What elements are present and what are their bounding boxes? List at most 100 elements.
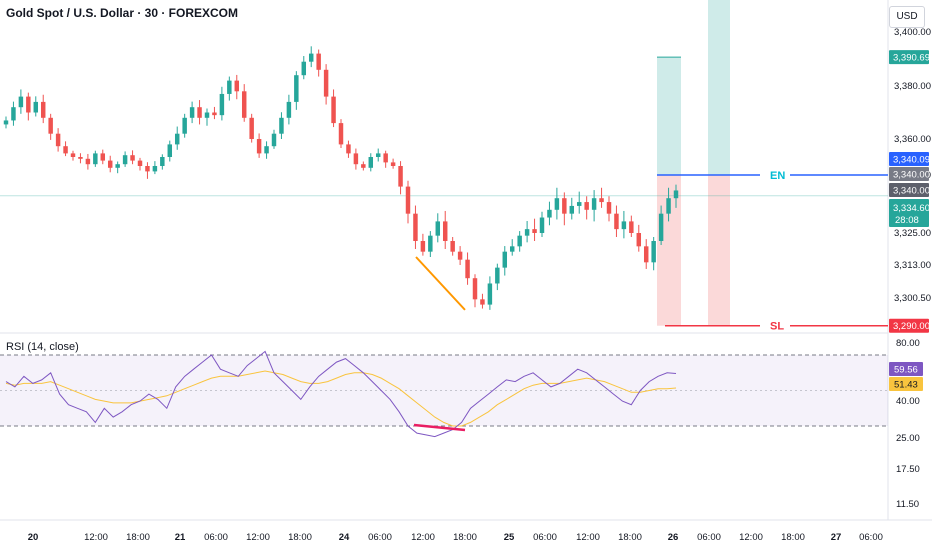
- candle: [621, 221, 627, 230]
- entry-price-badge-bg: [889, 167, 929, 181]
- candle: [361, 164, 366, 168]
- candle: [316, 53, 321, 70]
- candle: [562, 198, 567, 214]
- candle: [591, 198, 597, 210]
- candle: [539, 217, 545, 233]
- candle: [480, 299, 485, 305]
- time-tick-label: 06:00: [697, 532, 721, 543]
- rsi-tick-label: 11.50: [896, 499, 919, 510]
- currency-selector[interactable]: USD: [889, 6, 925, 28]
- candle: [465, 259, 470, 279]
- entry-price-badge-bg: [889, 152, 929, 166]
- candle: [167, 144, 173, 157]
- rsi-ma-badge: 51.43: [894, 380, 918, 391]
- candle: [78, 157, 83, 159]
- time-tick-label: 12:00: [576, 532, 600, 543]
- time-tick-label: 06:00: [859, 532, 883, 543]
- candle: [569, 205, 575, 214]
- candle: [63, 146, 68, 154]
- candle: [323, 69, 329, 97]
- time-tick-label: 27: [831, 532, 842, 543]
- rsi-ma-line: [5, 370, 677, 427]
- candle: [234, 80, 240, 92]
- trend-line: [415, 256, 466, 311]
- candle: [390, 162, 396, 166]
- candle: [152, 166, 158, 172]
- candle: [532, 229, 537, 233]
- candle: [182, 117, 187, 134]
- symbol-title[interactable]: Gold Spot / U.S. Dollar · 30 · FOREXCOM: [6, 6, 239, 20]
- candle: [3, 120, 9, 125]
- time-tick-label: 21: [175, 532, 186, 543]
- candle: [636, 233, 642, 247]
- candle: [174, 133, 180, 145]
- candle: [629, 221, 634, 233]
- rsi-tick-label: 17.50: [896, 464, 920, 475]
- candle: [130, 155, 135, 161]
- candle: [212, 112, 217, 116]
- price-tick-label: 3,400.00: [894, 27, 931, 38]
- rsi-divergence-line: [413, 423, 466, 432]
- candle: [33, 101, 39, 113]
- candle: [301, 61, 307, 76]
- candle: [122, 155, 128, 165]
- candle: [26, 96, 31, 113]
- candle: [420, 241, 426, 252]
- candle: [643, 246, 649, 263]
- candle: [606, 202, 612, 214]
- candle: [346, 144, 351, 154]
- candle: [435, 221, 441, 236]
- candle: [286, 101, 292, 118]
- target-zone: [657, 57, 681, 175]
- candle: [93, 153, 98, 165]
- candle: [502, 251, 508, 268]
- time-tick-label: 12:00: [411, 532, 435, 543]
- time-tick-label: 18:00: [288, 532, 312, 543]
- price-tick-label: 3,360.00: [894, 134, 931, 145]
- candle: [450, 241, 455, 252]
- rsi-tick-label: 80.00: [896, 338, 920, 349]
- candle: [428, 235, 433, 252]
- rsi-indicator-label[interactable]: RSI (14, close): [6, 341, 79, 353]
- entry-label: EN: [770, 170, 785, 182]
- entry-price-badge: 3,340.00: [893, 186, 930, 197]
- stop-price-badge: 3,290.00: [893, 321, 930, 332]
- time-tick-label: 26: [668, 532, 679, 543]
- time-tick-label: 18:00: [781, 532, 805, 543]
- time-tick-label: 18:00: [453, 532, 477, 543]
- price-tick-label: 3,300.50: [894, 293, 931, 304]
- rsi-value-badge-bg: [889, 362, 923, 376]
- target-price-badge: 3,390.69: [893, 53, 930, 64]
- candle: [279, 117, 284, 134]
- candle: [137, 160, 143, 166]
- candle: [517, 235, 522, 247]
- last-price-badge-bg: [889, 199, 929, 227]
- time-tick-label: 20: [28, 532, 39, 543]
- candle: [383, 153, 388, 163]
- candle: [227, 80, 232, 94]
- candle: [249, 117, 254, 139]
- candle: [658, 213, 664, 241]
- time-tick-label: 12:00: [84, 532, 108, 543]
- candle: [524, 229, 530, 236]
- candle: [219, 93, 225, 116]
- candle: [457, 251, 463, 260]
- entry-price-badge: 3,340.00: [893, 170, 930, 181]
- candle: [599, 198, 604, 203]
- stop-price-badge-bg: [889, 318, 929, 333]
- candle: [413, 213, 418, 241]
- price-tick-label: 3,380.00: [894, 81, 931, 92]
- entry-price-badge: 3,340.09: [893, 155, 930, 166]
- price-tick-label: 3,313.00: [894, 260, 931, 271]
- target-price-badge-bg: [889, 50, 929, 65]
- stop-label: SL: [770, 321, 784, 333]
- time-tick-label: 06:00: [368, 532, 392, 543]
- candle: [509, 246, 515, 252]
- rsi-tick-label: 40.00: [896, 396, 920, 407]
- candle: [294, 75, 299, 102]
- time-tick-label: 06:00: [533, 532, 557, 543]
- candle: [55, 133, 61, 147]
- candle: [554, 198, 560, 210]
- candle: [189, 107, 195, 118]
